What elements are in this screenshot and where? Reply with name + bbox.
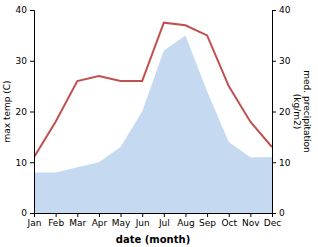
tick-label: Mar bbox=[69, 218, 86, 228]
tick: Aug bbox=[177, 213, 195, 228]
tick-label: Aug bbox=[177, 218, 195, 228]
tick: Jun bbox=[135, 213, 150, 228]
tick-mark bbox=[30, 112, 34, 113]
y-axis-title: max temp (C) bbox=[2, 80, 12, 142]
tick-mark bbox=[272, 10, 276, 11]
axis-line bbox=[30, 11, 35, 214]
tick: Jul bbox=[158, 213, 170, 228]
tick: Jan bbox=[27, 213, 42, 228]
tick-label: Jun bbox=[135, 218, 150, 228]
tick-label: 30 bbox=[16, 56, 28, 66]
x-axis: Jan Feb Mar Apr May Jun Jul Aug Sep Oct Nov Dec bbox=[27, 213, 282, 228]
tick-label: Sep bbox=[199, 218, 216, 228]
tick-mark bbox=[56, 213, 57, 217]
title-line: med. precipitation bbox=[302, 70, 312, 152]
tick: Feb bbox=[48, 213, 64, 228]
tick-mark bbox=[30, 162, 34, 163]
axis-line bbox=[273, 11, 277, 214]
tick: 30 bbox=[272, 56, 291, 66]
tick: 30 bbox=[16, 56, 34, 66]
tick: May bbox=[112, 213, 131, 228]
tick-mark bbox=[121, 213, 122, 217]
tick-label: 10 bbox=[16, 158, 28, 168]
tick-mark bbox=[229, 213, 230, 217]
tick-label: 40 bbox=[279, 5, 291, 15]
tick: Apr bbox=[92, 213, 108, 228]
tick-label: 0 bbox=[21, 208, 27, 218]
area bbox=[34, 35, 272, 213]
tick-label: 20 bbox=[279, 107, 291, 117]
tick-label: Dec bbox=[264, 218, 281, 228]
tick-mark bbox=[30, 61, 34, 62]
plot: JanFebMarAprMayJunJulAugSepOctNovDec0102… bbox=[2, 5, 312, 245]
tick-mark bbox=[272, 61, 276, 62]
tick: 40 bbox=[16, 5, 34, 15]
tick-mark bbox=[250, 213, 251, 217]
tick-label: 10 bbox=[279, 158, 291, 168]
tick-label: Feb bbox=[48, 218, 64, 228]
tick-mark bbox=[272, 112, 276, 113]
tick-label: Oct bbox=[221, 218, 237, 228]
tick-label: 20 bbox=[16, 107, 28, 117]
tick-mark bbox=[99, 213, 100, 217]
tick-mark bbox=[164, 213, 165, 217]
tick-mark bbox=[185, 213, 186, 217]
tick: 0 bbox=[21, 208, 34, 218]
tick: Mar bbox=[69, 213, 86, 228]
tick: 10 bbox=[272, 158, 291, 168]
tick: 0 bbox=[272, 208, 285, 218]
tick: Sep bbox=[199, 213, 216, 228]
tick: 40 bbox=[272, 5, 291, 15]
tick-mark bbox=[207, 213, 208, 217]
axis-line bbox=[35, 214, 273, 218]
marks bbox=[34, 23, 272, 213]
tick-label: 40 bbox=[16, 5, 28, 15]
tick: Oct bbox=[221, 213, 237, 228]
y2-axis: 0 10 20 30 40 bbox=[272, 5, 291, 218]
tick: Nov bbox=[242, 213, 260, 228]
tick-mark bbox=[272, 213, 276, 214]
y2-axis-title: med. precipitation(kg/m2) bbox=[292, 70, 312, 152]
tick-label: Apr bbox=[92, 218, 108, 228]
tick-mark bbox=[30, 10, 34, 11]
tick-mark bbox=[77, 213, 78, 217]
tick-mark bbox=[30, 213, 34, 214]
tick-label: Jul bbox=[158, 218, 170, 228]
x-axis-title: date (month) bbox=[116, 234, 190, 245]
y-axis: 0 10 20 30 40 bbox=[16, 5, 35, 218]
tick-label: Nov bbox=[242, 218, 260, 228]
title-line: (kg/m2) bbox=[292, 94, 302, 129]
tick-label: Jan bbox=[27, 218, 42, 228]
tick: 20 bbox=[16, 107, 34, 117]
tick: 10 bbox=[16, 158, 34, 168]
line bbox=[34, 23, 272, 157]
tick: 20 bbox=[272, 107, 291, 117]
tick-mark bbox=[142, 213, 143, 217]
tick-mark bbox=[272, 162, 276, 163]
chart: JanFebMarAprMayJunJulAugSepOctNovDec0102… bbox=[0, 0, 318, 247]
tick-label: 0 bbox=[279, 208, 285, 218]
tick-label: May bbox=[112, 218, 131, 228]
tick-label: 30 bbox=[279, 56, 291, 66]
